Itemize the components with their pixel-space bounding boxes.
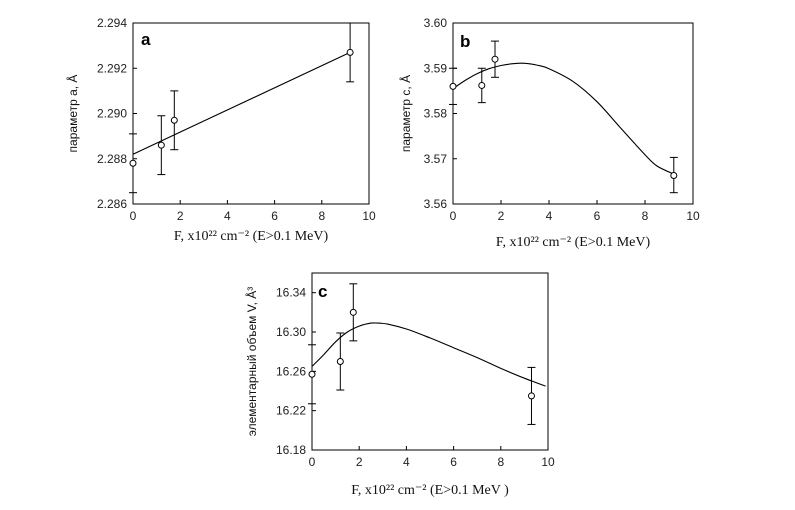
x-tick-label: 2 — [177, 209, 184, 223]
data-point — [170, 90, 179, 151]
x-axis-label: F, x10²² cm⁻² (E>0.1 MeV ) — [351, 483, 509, 498]
y-tick-label: 16.22 — [276, 404, 306, 418]
y-axis-label: элементарный объем V, Å³ — [244, 287, 259, 437]
y-axis-label: параметр c, Å — [398, 75, 413, 152]
panel-label: b — [460, 32, 470, 51]
plot-frame — [452, 22, 694, 205]
data-point — [491, 40, 499, 78]
data-point — [157, 115, 166, 176]
x-tick-label: 6 — [594, 209, 601, 223]
data-marker — [527, 392, 535, 400]
x-tick-label: 0 — [450, 209, 457, 223]
data-marker — [336, 358, 344, 365]
data-point — [346, 22, 355, 83]
data-point — [477, 67, 486, 104]
data-marker — [157, 141, 165, 149]
data-point — [308, 344, 316, 405]
x-tick-label: 10 — [686, 209, 700, 223]
y-tick-label: 3.57 — [424, 152, 448, 166]
x-tick-label: 6 — [450, 455, 457, 469]
data-marker — [346, 48, 354, 56]
data-point — [527, 366, 536, 425]
data-marker — [670, 171, 678, 179]
y-tick-label: 3.60 — [424, 16, 448, 30]
x-tick-label: 6 — [271, 209, 278, 223]
panel-label: c — [318, 282, 327, 301]
data-point — [349, 283, 358, 342]
y-tick-label: 2.290 — [97, 107, 127, 121]
chart-panel-b: 0 2 4 6 8 10 3.56 3.57 3.58 3.59 3.60 b F, x10²² cm⁻… — [398, 16, 700, 250]
chart-panel-c: 0 2 4 6 8 10 16.18 16.22 16.26 16.30 16.34 c F, x10²… — [244, 272, 555, 498]
x-tick-label: 8 — [642, 209, 649, 223]
plot-frame — [132, 22, 370, 205]
y-tick-label: 3.58 — [424, 107, 448, 121]
x-tick-label: 2 — [356, 455, 363, 469]
data-marker — [308, 370, 316, 378]
y-tick-label: 16.18 — [276, 443, 306, 457]
y-tick-label: 3.56 — [424, 197, 448, 211]
x-axis-label: F, x10²² cm⁻² (E>0.1 MeV) — [174, 229, 329, 244]
panel-label: a — [141, 30, 151, 49]
y-tick-label: 2.288 — [97, 152, 127, 166]
fit-curve — [132, 51, 351, 155]
fit-curve — [452, 62, 675, 175]
data-marker — [491, 55, 499, 63]
x-tick-label: 10 — [541, 455, 555, 469]
x-tick-label: 2 — [498, 209, 505, 223]
plot-frame — [311, 272, 549, 451]
data-marker — [170, 116, 178, 124]
data-marker — [478, 81, 486, 89]
x-tick-label: 4 — [224, 209, 231, 223]
y-tick-label: 2.286 — [97, 197, 127, 211]
data-marker — [129, 159, 137, 167]
chart-panel-a: 0 2 4 6 8 10 2.286 2.288 2.290 2.292 2.294 a F, x10²… — [65, 16, 376, 244]
data-marker — [349, 308, 357, 316]
y-tick-label: 3.59 — [424, 61, 448, 75]
data-point — [336, 332, 345, 391]
x-tick-label: 0 — [309, 455, 316, 469]
x-tick-label: 4 — [546, 209, 553, 223]
data-marker — [449, 82, 457, 90]
x-tick-label: 10 — [362, 209, 376, 223]
y-tick-label: 16.34 — [276, 286, 306, 300]
fit-curve — [311, 322, 546, 387]
data-point — [129, 133, 137, 194]
x-axis-label: F, x10²² cm⁻² (E>0.1 MeV) — [496, 235, 651, 250]
y-tick-label: 16.30 — [276, 325, 306, 339]
x-tick-label: 8 — [497, 455, 504, 469]
y-axis-label: параметр a, Å — [65, 75, 80, 153]
x-tick-label: 4 — [403, 455, 410, 469]
y-tick-label: 16.26 — [276, 364, 306, 378]
data-point — [449, 67, 457, 105]
y-tick-label: 2.294 — [97, 16, 127, 30]
x-tick-label: 8 — [318, 209, 325, 223]
x-tick-label: 0 — [130, 209, 137, 223]
y-tick-label: 2.292 — [97, 61, 127, 75]
data-point — [669, 156, 678, 194]
